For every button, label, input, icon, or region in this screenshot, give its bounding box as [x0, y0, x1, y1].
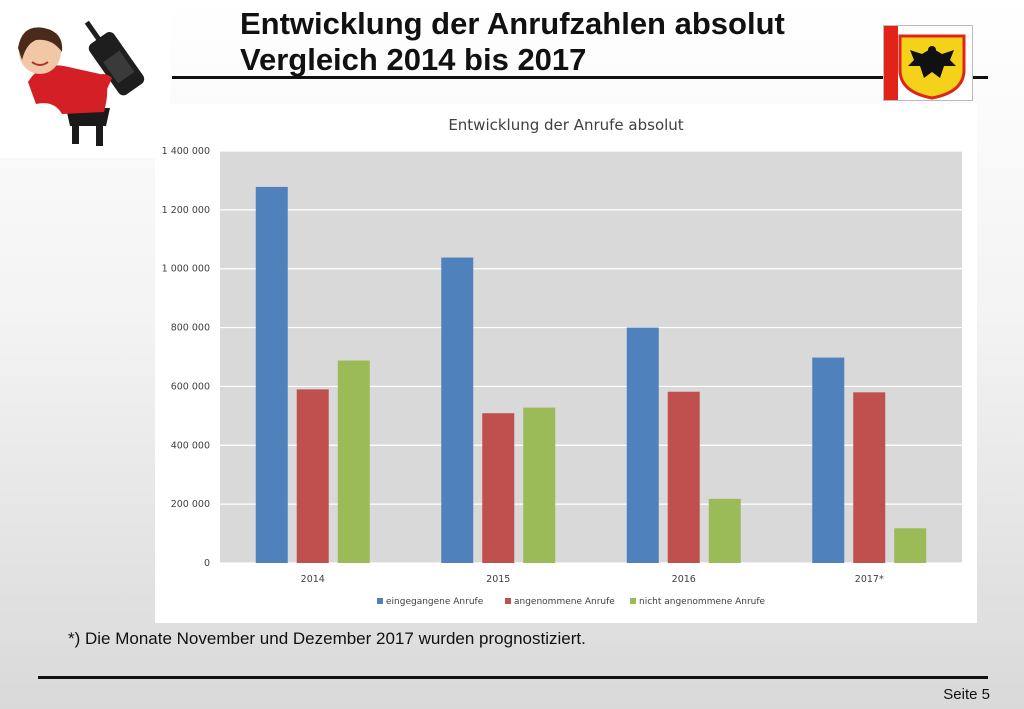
bar-1-2015	[441, 257, 474, 563]
bar-2-2016	[667, 391, 700, 563]
y-tick-label: 200 000	[171, 499, 210, 510]
woman-with-phone-illustration	[18, 20, 145, 146]
chart-title: Entwicklung der Anrufe absolut	[448, 116, 683, 134]
woman-with-phone-photo	[0, 0, 170, 158]
bar-2-2015	[482, 413, 515, 563]
plot-area	[220, 151, 962, 563]
bar-chart: Entwicklung der Anrufe absolut 0 200 000 4…	[162, 116, 962, 607]
bar-3-2015	[523, 407, 556, 563]
eagle-crest-icon	[884, 26, 966, 100]
y-tick-label: 1 400 000	[162, 146, 210, 157]
legend-label: eingegangene Anrufe	[386, 597, 484, 607]
y-tick-label: 600 000	[171, 381, 210, 392]
legend-swatch	[630, 598, 636, 604]
legend-swatch	[377, 598, 383, 604]
y-tick-label: 800 000	[171, 323, 210, 334]
slide-title-line-2: Vergleich 2014 bis 2017	[240, 42, 587, 77]
x-tick-label: 2017*	[855, 574, 884, 585]
bar-1-2016	[626, 327, 659, 563]
y-tick-label: 1 000 000	[162, 264, 210, 275]
bar-3-2014	[337, 360, 370, 563]
slide-title: Entwicklung der Anrufzahlen absolut Verg…	[240, 6, 785, 78]
y-tick-label: 1 200 000	[162, 205, 210, 216]
bar-1-2014	[255, 186, 288, 563]
slide-title-line-1: Entwicklung der Anrufzahlen absolut	[240, 6, 785, 41]
x-tick-label: 2016	[672, 574, 696, 585]
x-tick-label: 2014	[301, 574, 325, 585]
bar-1-2017*	[812, 357, 845, 563]
chart-panel: Entwicklung der Anrufe absolut 0 200 000 4…	[155, 104, 977, 623]
page-number: Seite 5	[943, 686, 990, 703]
chart-legend: eingegangene Anrufe angenommene Anrufe nic…	[377, 597, 766, 607]
bar-3-2016	[708, 498, 741, 563]
y-tick-label: 0	[204, 558, 210, 569]
bar-2-2014	[296, 389, 329, 563]
legend-label: nicht angenommene Anrufe	[639, 597, 766, 607]
legend-label: angenommene Anrufe	[514, 597, 615, 607]
title-divider	[172, 76, 988, 79]
footer-divider	[38, 676, 988, 679]
city-crest-logo	[883, 25, 973, 101]
legend-swatch	[505, 598, 511, 604]
y-tick-label: 400 000	[171, 440, 210, 451]
x-tick-label: 2015	[486, 574, 510, 585]
bar-2-2017*	[853, 392, 886, 563]
footnote: *) Die Monate November und Dezember 2017…	[68, 629, 586, 648]
bar-3-2017*	[894, 528, 927, 563]
